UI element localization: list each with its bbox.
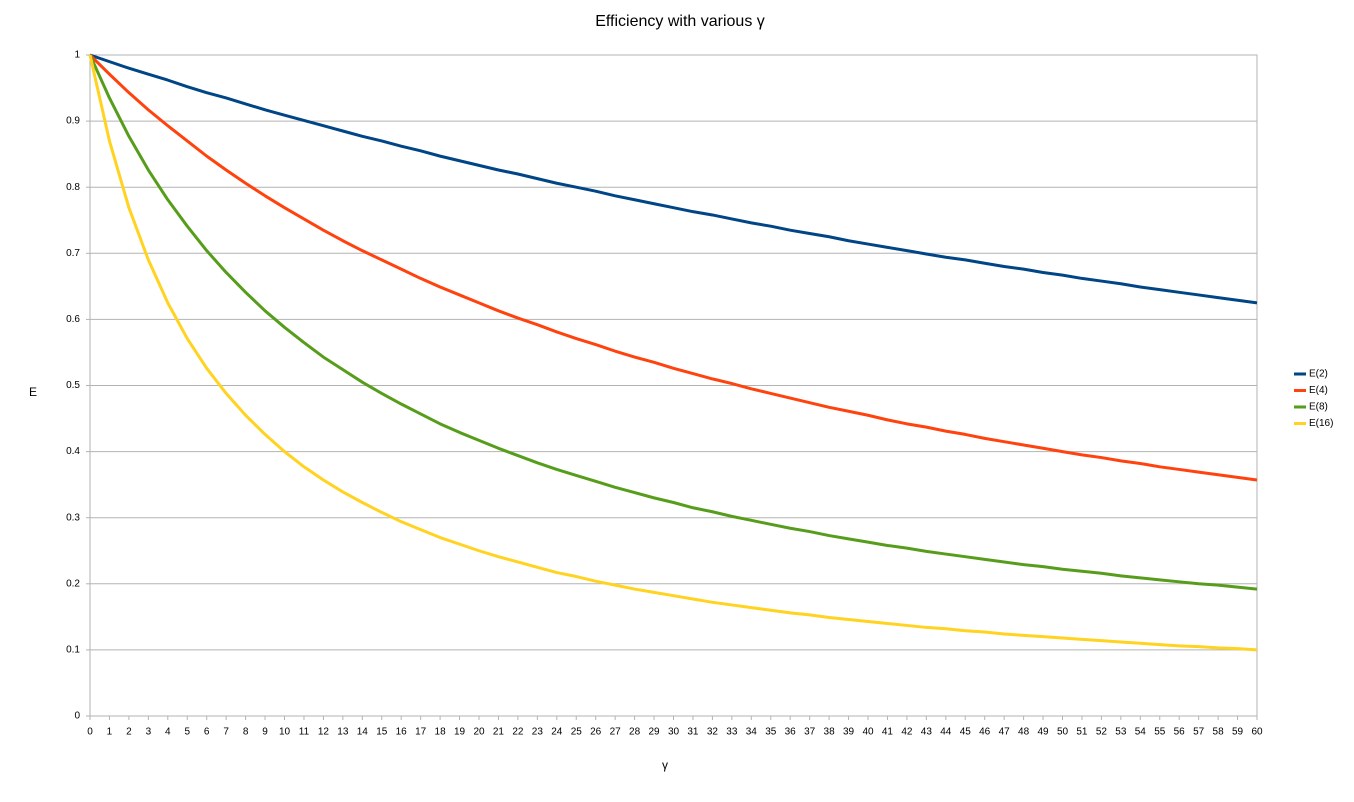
x-tick-label: 43 — [921, 727, 933, 738]
x-tick-label: 11 — [299, 727, 310, 738]
data-line — [88, 54, 1258, 591]
x-tick-label: 44 — [940, 727, 952, 738]
x-tick-label: 28 — [629, 727, 641, 738]
x-tick-label: 7 — [223, 727, 229, 738]
x-tick-label: 14 — [357, 727, 369, 738]
x-tick-label: 24 — [551, 727, 563, 738]
x-tick-label: 49 — [1037, 727, 1049, 738]
y-tick-label: 1 — [74, 50, 80, 61]
x-tick-label: 41 — [882, 727, 894, 738]
x-tick-label: 54 — [1135, 727, 1147, 738]
y-tick-label: 0.9 — [66, 116, 80, 127]
x-tick-label: 34 — [746, 727, 758, 738]
x-tick-label: 55 — [1154, 727, 1166, 738]
x-axis-label: γ — [662, 758, 668, 772]
y-tick-label: 0.8 — [66, 182, 80, 193]
x-tick-label: 50 — [1057, 727, 1069, 738]
legend-label: E(8) — [1309, 402, 1328, 413]
y-axis-label: E — [29, 385, 37, 399]
x-tick-label: 26 — [590, 727, 602, 738]
legend-label: E(2) — [1309, 369, 1328, 380]
x-tick-label: 20 — [473, 727, 485, 738]
x-tick-label: 59 — [1232, 727, 1244, 738]
x-tick-label: 40 — [862, 727, 874, 738]
data-line — [88, 53, 1258, 482]
x-tick-label: 16 — [396, 727, 408, 738]
x-tick-label: 42 — [901, 727, 913, 738]
x-tick-label: 39 — [843, 727, 855, 738]
y-tick-label: 0.6 — [66, 314, 80, 325]
y-tick-label: 0.1 — [66, 645, 80, 656]
x-tick-label: 3 — [146, 727, 152, 738]
x-tick-label: 19 — [454, 727, 466, 738]
x-tick-label: 33 — [726, 727, 738, 738]
x-tick-label: 23 — [532, 727, 544, 738]
x-tick-label: 37 — [804, 727, 816, 738]
x-tick-label: 0 — [87, 727, 93, 738]
x-tick-label: 53 — [1115, 727, 1127, 738]
x-tick-label: 32 — [707, 727, 719, 738]
chart-title: Efficiency with various γ — [595, 13, 765, 30]
legend-label: E(4) — [1309, 385, 1328, 396]
y-tick-label: 0.3 — [66, 512, 80, 523]
x-tick-label: 57 — [1193, 727, 1205, 738]
y-tick-label: 0.7 — [66, 248, 80, 259]
x-tick-label: 17 — [415, 727, 427, 738]
x-tick-label: 15 — [376, 727, 388, 738]
x-tick-label: 6 — [204, 727, 210, 738]
x-tick-label: 22 — [512, 727, 524, 738]
x-tick-label: 47 — [999, 727, 1011, 738]
x-tick-label: 8 — [243, 727, 249, 738]
x-tick-label: 25 — [571, 727, 583, 738]
x-tick-label: 12 — [318, 727, 330, 738]
x-tick-label: 9 — [262, 727, 268, 738]
x-tick-label: 52 — [1096, 727, 1108, 738]
x-tick-label: 35 — [765, 727, 777, 738]
x-tick-label: 60 — [1251, 727, 1263, 738]
x-tick-label: 56 — [1174, 727, 1186, 738]
y-tick-label: 0.5 — [66, 380, 80, 391]
x-tick-label: 51 — [1076, 727, 1088, 738]
x-tick-label: 30 — [668, 727, 680, 738]
data-line — [88, 54, 1258, 652]
x-tick-label: 31 — [687, 727, 699, 738]
x-tick-label: 10 — [279, 727, 291, 738]
x-tick-label: 5 — [184, 727, 190, 738]
x-tick-label: 45 — [960, 727, 972, 738]
y-tick-label: 0.2 — [66, 578, 80, 589]
x-tick-label: 38 — [824, 727, 836, 738]
x-tick-label: 36 — [785, 727, 797, 738]
y-tick-label: 0 — [74, 711, 80, 722]
x-tick-label: 46 — [979, 727, 991, 738]
x-tick-label: 21 — [493, 727, 505, 738]
x-tick-label: 2 — [126, 727, 132, 738]
x-tick-label: 18 — [435, 727, 447, 738]
x-tick-label: 29 — [648, 727, 660, 738]
y-tick-label: 0.4 — [66, 446, 80, 457]
x-tick-label: 58 — [1213, 727, 1225, 738]
x-tick-label: 48 — [1018, 727, 1030, 738]
x-tick-label: 13 — [337, 727, 349, 738]
data-line — [89, 53, 1258, 305]
x-tick-label: 1 — [107, 727, 113, 738]
legend-label: E(16) — [1309, 418, 1333, 429]
x-tick-label: 4 — [165, 727, 171, 738]
x-tick-label: 27 — [610, 727, 622, 738]
